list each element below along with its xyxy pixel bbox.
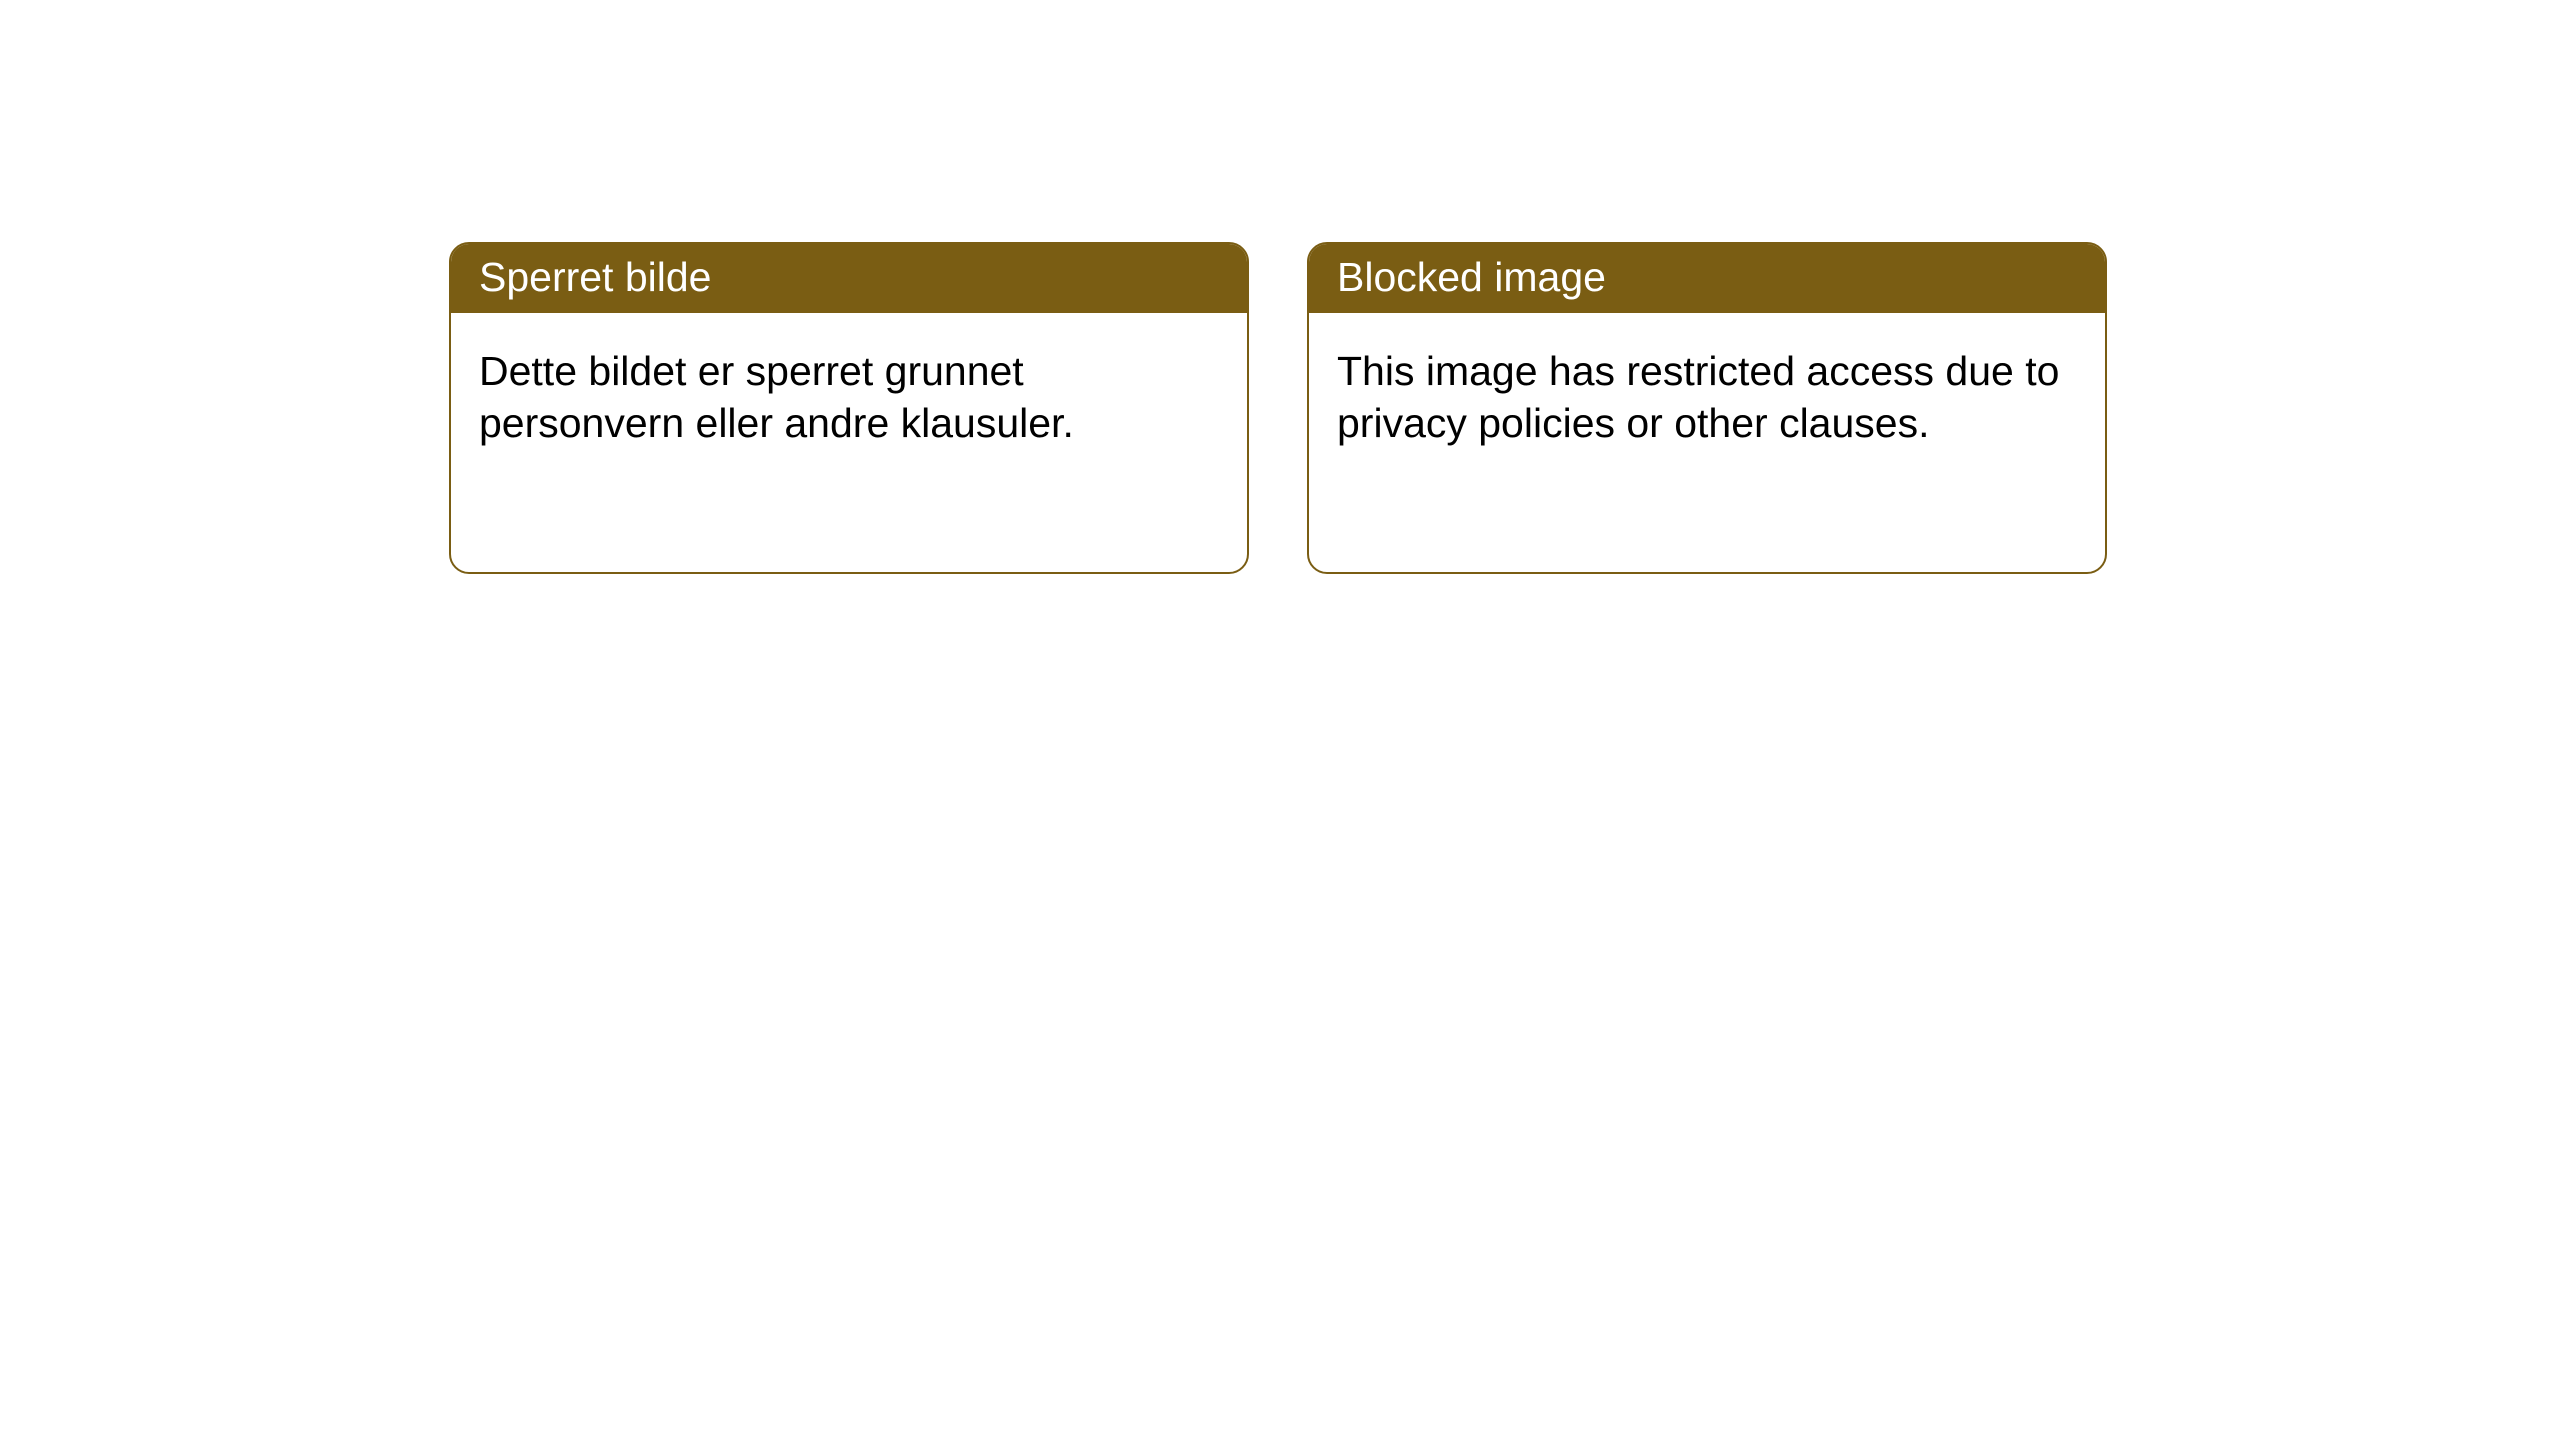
notice-card-english: Blocked image This image has restricted … bbox=[1307, 242, 2107, 574]
card-header: Blocked image bbox=[1309, 244, 2105, 313]
card-body: Dette bildet er sperret grunnet personve… bbox=[451, 313, 1247, 482]
notice-card-norwegian: Sperret bilde Dette bildet er sperret gr… bbox=[449, 242, 1249, 574]
card-header: Sperret bilde bbox=[451, 244, 1247, 313]
card-body: This image has restricted access due to … bbox=[1309, 313, 2105, 482]
notice-cards-container: Sperret bilde Dette bildet er sperret gr… bbox=[449, 242, 2560, 574]
